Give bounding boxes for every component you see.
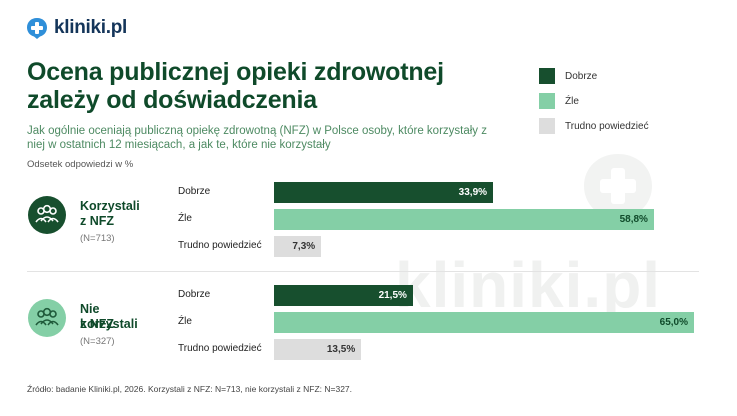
group-icon [28,196,66,234]
group-n-label: (N=327) [80,336,115,347]
data-label: 21,5% [378,290,407,301]
group-label: Nie korzystali [80,302,138,331]
group-label: Korzystali [80,199,140,213]
bar [274,312,694,333]
group-label-line2: z NFZ [80,317,115,331]
bar [274,236,322,257]
page-title: Ocena publicznej opieki zdrowotnej zależ… [27,58,444,114]
group-label-line2: z NFZ [80,214,115,228]
group-n-label: (N=713) [80,233,115,244]
page-subtitle: Jak ogólnie oceniają publiczną opiekę zd… [27,125,487,151]
people-group-icon [35,204,59,223]
group-icon [28,299,66,337]
legend-label-dobrze: Dobrze [565,70,598,82]
bar [274,209,654,230]
legend: Dobrze Źle Trudno powiedzieć [539,68,649,143]
category-label: Dobrze [178,186,211,197]
category-label: Źle [178,213,192,224]
unit-label: Odsetek odpowiedzi w % [27,159,134,170]
legend-label-zle: Źle [565,95,579,107]
legend-swatch-trudno [539,118,555,134]
watermark: kliniki.pl [395,249,662,321]
legend-item-zle: Źle [539,93,649,109]
category-label: Źle [178,316,192,327]
legend-item-dobrze: Dobrze [539,68,649,84]
category-label: Dobrze [178,289,211,300]
data-label: 7,3% [292,241,316,252]
logo-text: kliniki.pl [54,17,128,38]
data-label: 13,5% [326,344,356,355]
data-label: 33,9% [458,187,488,198]
data-label: 65,0% [659,317,688,328]
bar [274,182,494,203]
bar [274,339,362,360]
bar [274,285,413,306]
legend-swatch-zle [539,93,555,109]
category-label: Trudno powiedzieć [178,343,262,354]
watermark-icon [584,154,652,226]
logo-icon [27,18,47,39]
group-divider [27,271,699,272]
data-label: 58,8% [619,214,648,225]
source-note: Źródło: badanie Kliniki.pl, 2026. Korzys… [27,384,353,394]
logo: kliniki.pl [26,17,127,39]
category-label: Trudno powiedzieć [178,240,262,251]
people-group-icon [35,307,59,326]
legend-swatch-dobrze [539,68,555,84]
legend-label-trudno: Trudno powiedzieć [565,120,649,132]
legend-item-trudno: Trudno powiedzieć [539,118,649,134]
